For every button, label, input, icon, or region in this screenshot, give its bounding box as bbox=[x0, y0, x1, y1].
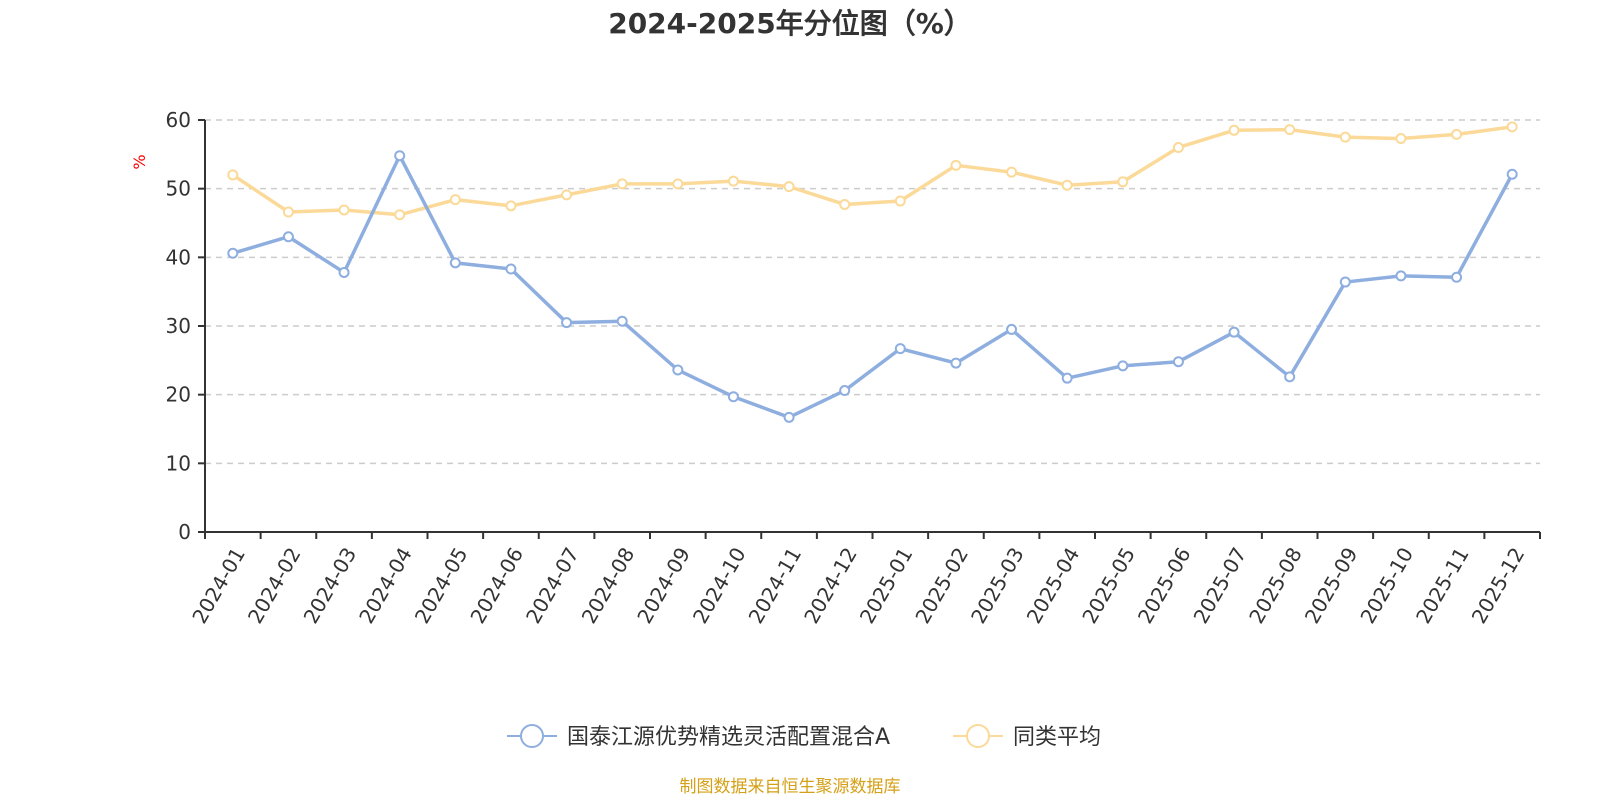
legend-label: 国泰江源优势精选灵活配置混合A bbox=[567, 725, 890, 750]
x-tick-label: 2024-11 bbox=[744, 543, 807, 627]
data-point[interactable] bbox=[561, 317, 573, 329]
data-point[interactable] bbox=[227, 247, 239, 259]
data-point[interactable] bbox=[1506, 168, 1518, 180]
data-point[interactable] bbox=[1172, 141, 1184, 153]
x-tick-label: 2025-08 bbox=[1244, 543, 1307, 627]
data-point[interactable] bbox=[449, 257, 461, 269]
x-tick-label: 2025-03 bbox=[966, 543, 1029, 627]
data-point[interactable] bbox=[1006, 323, 1018, 335]
data-point[interactable] bbox=[894, 343, 906, 355]
data-point[interactable] bbox=[338, 204, 350, 216]
data-point[interactable] bbox=[839, 385, 851, 397]
y-tick-label: 20 bbox=[166, 383, 191, 407]
data-point[interactable] bbox=[227, 169, 239, 181]
x-tick-label: 2024-03 bbox=[299, 543, 362, 627]
data-point[interactable] bbox=[1284, 371, 1296, 383]
y-axis-unit-label: % bbox=[130, 154, 149, 169]
data-point[interactable] bbox=[672, 178, 684, 190]
data-point[interactable] bbox=[1506, 121, 1518, 133]
data-point[interactable] bbox=[950, 357, 962, 369]
data-point[interactable] bbox=[282, 206, 294, 218]
x-tick-label: 2024-06 bbox=[465, 543, 528, 627]
data-point[interactable] bbox=[727, 391, 739, 403]
data-point[interactable] bbox=[1284, 124, 1296, 136]
data-point[interactable] bbox=[1451, 128, 1463, 140]
legend: 国泰江源优势精选灵活配置混合A 同类平均 bbox=[507, 724, 1101, 750]
series-layer bbox=[227, 121, 1518, 423]
legend-swatch-marker bbox=[966, 724, 990, 748]
data-point[interactable] bbox=[1395, 270, 1407, 282]
data-point[interactable] bbox=[338, 266, 350, 278]
legend-item[interactable]: 国泰江源优势精选灵活配置混合A bbox=[507, 724, 890, 750]
chart-title: 2024-2025年分位图（%） bbox=[608, 7, 972, 40]
data-point[interactable] bbox=[1339, 131, 1351, 143]
x-tick-label: 2025-04 bbox=[1022, 543, 1085, 627]
data-point[interactable] bbox=[1117, 360, 1129, 372]
data-point[interactable] bbox=[1395, 133, 1407, 145]
legend-label: 同类平均 bbox=[1013, 725, 1101, 750]
x-tick-label: 2024-07 bbox=[521, 543, 584, 627]
x-tick-label: 2025-05 bbox=[1077, 543, 1140, 627]
data-point[interactable] bbox=[1228, 124, 1240, 136]
data-point[interactable] bbox=[1006, 166, 1018, 178]
y-tick-label: 30 bbox=[166, 314, 191, 338]
data-point[interactable] bbox=[394, 209, 406, 221]
x-tick-label: 2025-12 bbox=[1467, 543, 1530, 627]
data-point[interactable] bbox=[616, 315, 628, 327]
data-point[interactable] bbox=[561, 189, 573, 201]
x-tick-label: 2025-09 bbox=[1300, 543, 1363, 627]
x-tick-label: 2024-08 bbox=[577, 543, 640, 627]
data-point[interactable] bbox=[1228, 326, 1240, 338]
x-tick-label: 2024-09 bbox=[632, 543, 695, 627]
data-point[interactable] bbox=[1117, 176, 1129, 188]
data-point[interactable] bbox=[282, 231, 294, 243]
data-point[interactable] bbox=[672, 364, 684, 376]
series-line bbox=[232, 153, 1514, 420]
data-point[interactable] bbox=[727, 175, 739, 187]
y-tick-label: 0 bbox=[178, 520, 191, 544]
axes: 01020304050602024-012024-022024-032024-0… bbox=[166, 108, 1541, 628]
data-point[interactable] bbox=[1339, 276, 1351, 288]
y-tick-label: 10 bbox=[166, 451, 191, 475]
y-tick-label: 40 bbox=[166, 245, 191, 269]
data-point[interactable] bbox=[449, 194, 461, 206]
x-tick-label: 2025-11 bbox=[1411, 543, 1474, 627]
data-point[interactable] bbox=[505, 200, 517, 212]
legend-swatch-marker bbox=[520, 724, 544, 748]
y-tick-label: 60 bbox=[166, 108, 191, 132]
data-point[interactable] bbox=[1172, 356, 1184, 368]
data-point[interactable] bbox=[1061, 179, 1073, 191]
data-point[interactable] bbox=[1061, 372, 1073, 384]
data-point[interactable] bbox=[616, 178, 628, 190]
x-tick-label: 2024-12 bbox=[799, 543, 862, 627]
x-tick-label: 2025-06 bbox=[1133, 543, 1196, 627]
data-point[interactable] bbox=[1451, 271, 1463, 283]
data-point[interactable] bbox=[950, 159, 962, 171]
x-tick-label: 2024-02 bbox=[243, 543, 306, 627]
data-point[interactable] bbox=[505, 263, 517, 275]
data-point[interactable] bbox=[894, 195, 906, 207]
x-tick-label: 2024-04 bbox=[354, 543, 417, 627]
x-tick-label: 2024-01 bbox=[187, 543, 250, 627]
x-tick-label: 2025-07 bbox=[1189, 543, 1252, 627]
legend-item[interactable]: 同类平均 bbox=[953, 724, 1101, 750]
series-line bbox=[231, 125, 1513, 217]
data-point[interactable] bbox=[394, 150, 406, 162]
data-point[interactable] bbox=[839, 198, 851, 210]
data-point[interactable] bbox=[783, 411, 795, 423]
x-tick-label: 2025-02 bbox=[910, 543, 973, 627]
data-point[interactable] bbox=[783, 181, 795, 193]
x-tick-label: 2025-10 bbox=[1355, 543, 1418, 627]
x-tick-label: 2024-10 bbox=[688, 543, 751, 627]
x-tick-label: 2025-01 bbox=[855, 543, 918, 627]
data-source-note: 制图数据来自恒生聚源数据库 bbox=[680, 777, 901, 797]
x-tick-label: 2024-05 bbox=[410, 543, 473, 627]
y-tick-label: 50 bbox=[166, 177, 191, 201]
